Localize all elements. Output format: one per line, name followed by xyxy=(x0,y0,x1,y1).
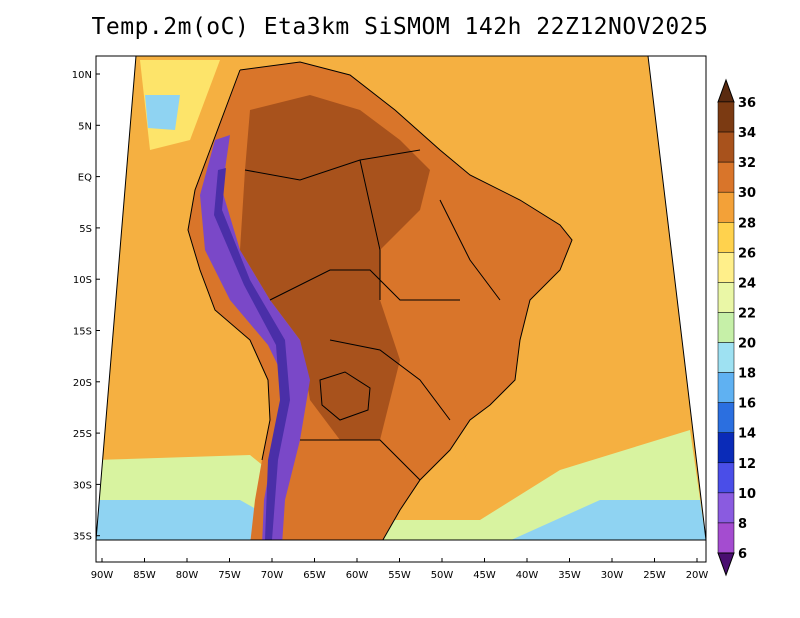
latitude-label: 35S xyxy=(73,532,92,543)
colorbar-label: 18 xyxy=(738,367,756,382)
colorbar-bin xyxy=(717,131,735,163)
colorbar-bin xyxy=(717,161,735,193)
colorbar-label: 14 xyxy=(738,427,756,442)
atlantic-warm-region xyxy=(360,56,690,470)
colorbar-bin xyxy=(717,462,735,494)
hot-interior xyxy=(240,95,430,440)
colorbar-bin xyxy=(717,191,735,223)
colorbar-bin xyxy=(717,312,735,343)
colorbar-label: 30 xyxy=(738,186,756,201)
longitude-label: 25W xyxy=(643,570,666,581)
colorbar-bottom-arrow xyxy=(717,552,735,577)
latitude-label: 15S xyxy=(73,327,92,338)
latitude-label: 5S xyxy=(79,224,92,235)
colorbar-label: 36 xyxy=(738,96,756,111)
colorbar-bin xyxy=(717,101,735,133)
colorbar-label: 16 xyxy=(738,397,756,412)
longitude-label: 60W xyxy=(346,570,369,581)
colorbar-label: 32 xyxy=(738,156,756,171)
colorbar-bin xyxy=(717,372,735,403)
colorbar-label: 24 xyxy=(738,276,756,291)
colorbar-top-arrow xyxy=(717,78,735,103)
longitude-label: 70W xyxy=(261,570,284,581)
colorbar-label: 28 xyxy=(738,216,756,231)
latitude-label: 20S xyxy=(73,378,92,389)
country-borders xyxy=(187,61,573,540)
latitude-axis: 10N 5N EQ 5S 10S 15S 20S 25S 30S 35S xyxy=(72,70,100,543)
andes-snow-core xyxy=(214,168,290,540)
colorbar-bin xyxy=(717,342,735,373)
colorbar-bin xyxy=(717,252,735,283)
latitude-label: 10S xyxy=(73,275,92,286)
colorbar-label: 20 xyxy=(738,337,756,352)
colorbar-label: 26 xyxy=(738,246,756,261)
map-title: Temp.2m(oC) Eta3km SiSMOM 142h 22Z12NOV2… xyxy=(91,14,709,40)
colorbar-label: 22 xyxy=(738,306,756,321)
longitude-label: 65W xyxy=(303,570,326,581)
longitude-label: 75W xyxy=(218,570,241,581)
colorbar-bin xyxy=(717,222,735,253)
south-cool-band xyxy=(96,500,706,540)
colorbar-bin xyxy=(717,282,735,313)
colorbar-label: 6 xyxy=(738,547,747,562)
colorbar-label: 10 xyxy=(738,487,756,502)
longitude-label: 30W xyxy=(601,570,624,581)
longitude-label: 55W xyxy=(388,570,411,581)
colorbar-bin xyxy=(717,402,735,433)
longitude-label: 40W xyxy=(516,570,539,581)
colorbar-label: 34 xyxy=(738,126,756,141)
pacific-cold-patch xyxy=(145,95,180,130)
longitude-label: 35W xyxy=(558,570,581,581)
longitude-label: 50W xyxy=(431,570,454,581)
temperature-field xyxy=(96,56,706,540)
latitude-label: 5N xyxy=(78,121,92,132)
latitude-label: 10N xyxy=(72,70,92,81)
colorbar-bin xyxy=(717,432,735,464)
longitude-label: 45W xyxy=(473,570,496,581)
colorbar-bin xyxy=(717,522,735,554)
longitude-label: 20W xyxy=(686,570,709,581)
colorbar-bin xyxy=(717,492,735,524)
longitude-label: 85W xyxy=(133,570,156,581)
colorbar-label: 12 xyxy=(738,457,756,472)
colorbar: 36 34 32 30 28 26 24 22 20 18 16 14 12 10 8 6 xyxy=(717,78,756,577)
colorbar-label: 8 xyxy=(738,517,747,532)
latitude-label: 30S xyxy=(73,480,92,491)
plot-border xyxy=(95,55,707,563)
longitude-label: 90W xyxy=(91,570,114,581)
longitude-axis: 90W 85W 80W 75W 70W 65W 60W 55W 50W 45W 40W 35W 30W 2… xyxy=(91,558,709,581)
longitude-label: 80W xyxy=(176,570,199,581)
latitude-label: 25S xyxy=(73,429,92,440)
latitude-label: EQ xyxy=(78,173,92,184)
